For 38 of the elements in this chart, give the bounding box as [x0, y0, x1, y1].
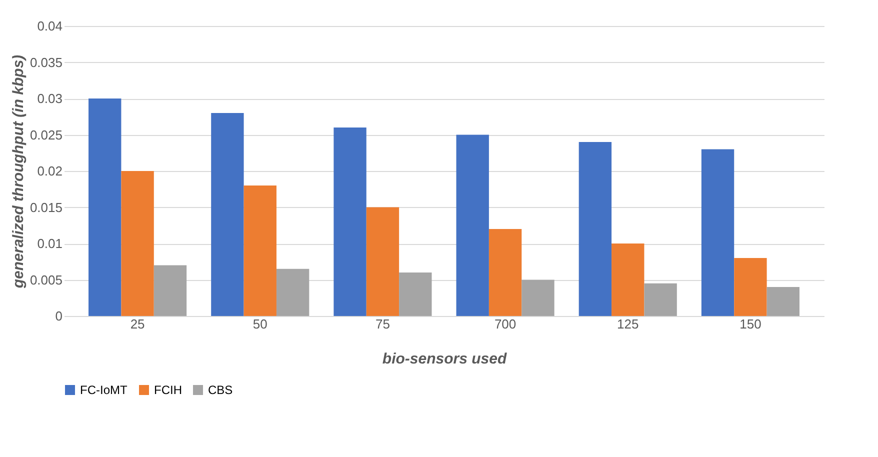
bar: [154, 265, 187, 316]
x-tick-label: 50: [252, 316, 268, 332]
bar: [522, 280, 554, 316]
x-tick-label: 150: [740, 316, 762, 332]
x-tick-label: 75: [375, 316, 390, 332]
y-tick-label: 0.01: [37, 236, 62, 251]
y-tick-label: 0.04: [37, 18, 62, 34]
y-tick-label: 0.005: [30, 272, 62, 288]
bar: [488, 229, 522, 316]
y-tick-label: 0.03: [37, 91, 62, 106]
bar: [734, 258, 767, 316]
bar: [244, 186, 276, 316]
bar: [121, 171, 154, 316]
y-tick-label: 0.02: [37, 164, 62, 178]
x-axis-title: bio-sensors used: [382, 350, 508, 368]
bar: [456, 134, 489, 316]
bar: [276, 268, 310, 316]
y-tick-label: 0: [55, 308, 62, 324]
bar: [612, 244, 644, 316]
bar: [766, 287, 800, 316]
y-tick-label: 0.035: [30, 54, 62, 70]
legend-label: FC-IoMT: [80, 383, 128, 397]
legend-label: FCIH: [154, 383, 182, 397]
y-tick-label: 0.025: [30, 127, 62, 142]
bar: [399, 272, 432, 316]
x-tick-label: 700: [494, 316, 516, 332]
bar: [366, 207, 400, 316]
x-tick-label: 25: [130, 316, 145, 332]
y-tick-label: 0.015: [30, 200, 62, 215]
bar: [578, 142, 612, 316]
bar: [644, 283, 677, 316]
x-tick-label: 125: [617, 316, 639, 332]
bar: [211, 113, 244, 316]
legend-label: CBS: [208, 383, 233, 397]
y-axis-title: generalized throughput (in kbps): [10, 54, 27, 290]
bar: [334, 128, 366, 316]
bar: [701, 149, 734, 316]
bar: [88, 98, 122, 316]
